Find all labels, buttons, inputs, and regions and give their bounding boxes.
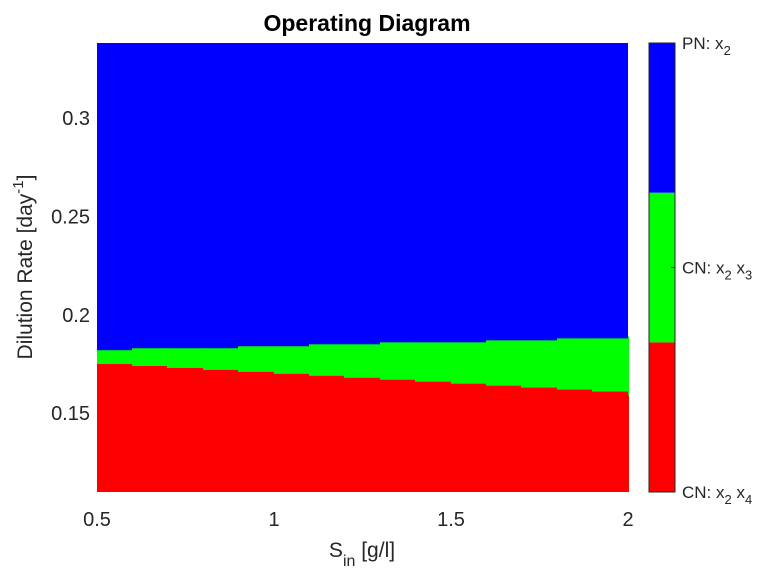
y-tick-label: 0.2 [62, 305, 90, 327]
region-cn-x2-x4-cell [167, 367, 204, 492]
y-axis: 0.15 0.2 0.25 0.3 [51, 108, 90, 425]
region-cn-x2-x4-cell [274, 373, 310, 492]
region-cn-x2-x4-cell [592, 391, 628, 492]
colorbar-segment [649, 342, 675, 492]
colorbar-label: CN: x2 x3 [682, 259, 752, 283]
x-axis-label-rest: [g/l] [355, 539, 395, 562]
x-tick-label: 0.5 [83, 509, 111, 531]
region-cn-x2-x4-cell [97, 363, 133, 492]
x-tick-label: 2 [622, 509, 633, 531]
region-cn-x2-x4-cell [132, 365, 168, 492]
region-cn-x2-x4-cell [344, 377, 381, 492]
colorbar-segment [649, 43, 675, 193]
region-cn-x2-x4-cell [203, 369, 239, 492]
x-tick-label: 1.5 [437, 509, 465, 531]
plot-area [97, 43, 629, 492]
region-cn-x2-x4-cell [451, 383, 487, 492]
colorbar-label: PN: x2 [682, 34, 731, 58]
y-tick-label: 0.25 [51, 206, 90, 228]
y-axis-label-rest: ] [14, 175, 37, 181]
y-axis-label-main: Dilution Rate [day [14, 193, 37, 359]
x-axis-label: Sin [g/l] [329, 539, 395, 570]
chart-title: Operating Diagram [263, 10, 470, 36]
y-tick-label: 0.15 [51, 403, 90, 425]
x-axis-label-main: S [329, 539, 343, 562]
region-cn-x2-x4-cell [557, 389, 593, 492]
region-cn-x2-x4-cell [628, 395, 629, 492]
y-axis-label-superscript: -1 [10, 180, 27, 193]
x-tick-label: 1 [268, 509, 279, 531]
y-axis-label: Dilution Rate [day-1] [10, 175, 37, 360]
colorbar-label: CN: x2 x4 [682, 483, 752, 507]
colorbar-segment [649, 192, 675, 343]
region-cn-x2-x4-cell [380, 379, 416, 492]
region-cn-x2-x4-cell [309, 375, 345, 492]
y-tick-label: 0.3 [62, 108, 90, 130]
x-axis-label-subscript: in [343, 553, 355, 570]
colorbar: PN: x2 CN: x2 x3 CN: x2 x4 [648, 34, 752, 507]
x-axis: 0.5 1 1.5 2 [83, 509, 633, 531]
region-cn-x2-x4-cell [486, 385, 522, 492]
region-cn-x2-x4-cell [521, 387, 558, 492]
region-cn-x2-x4-cell [415, 381, 451, 492]
region-cn-x2-x4-cell [238, 371, 274, 492]
